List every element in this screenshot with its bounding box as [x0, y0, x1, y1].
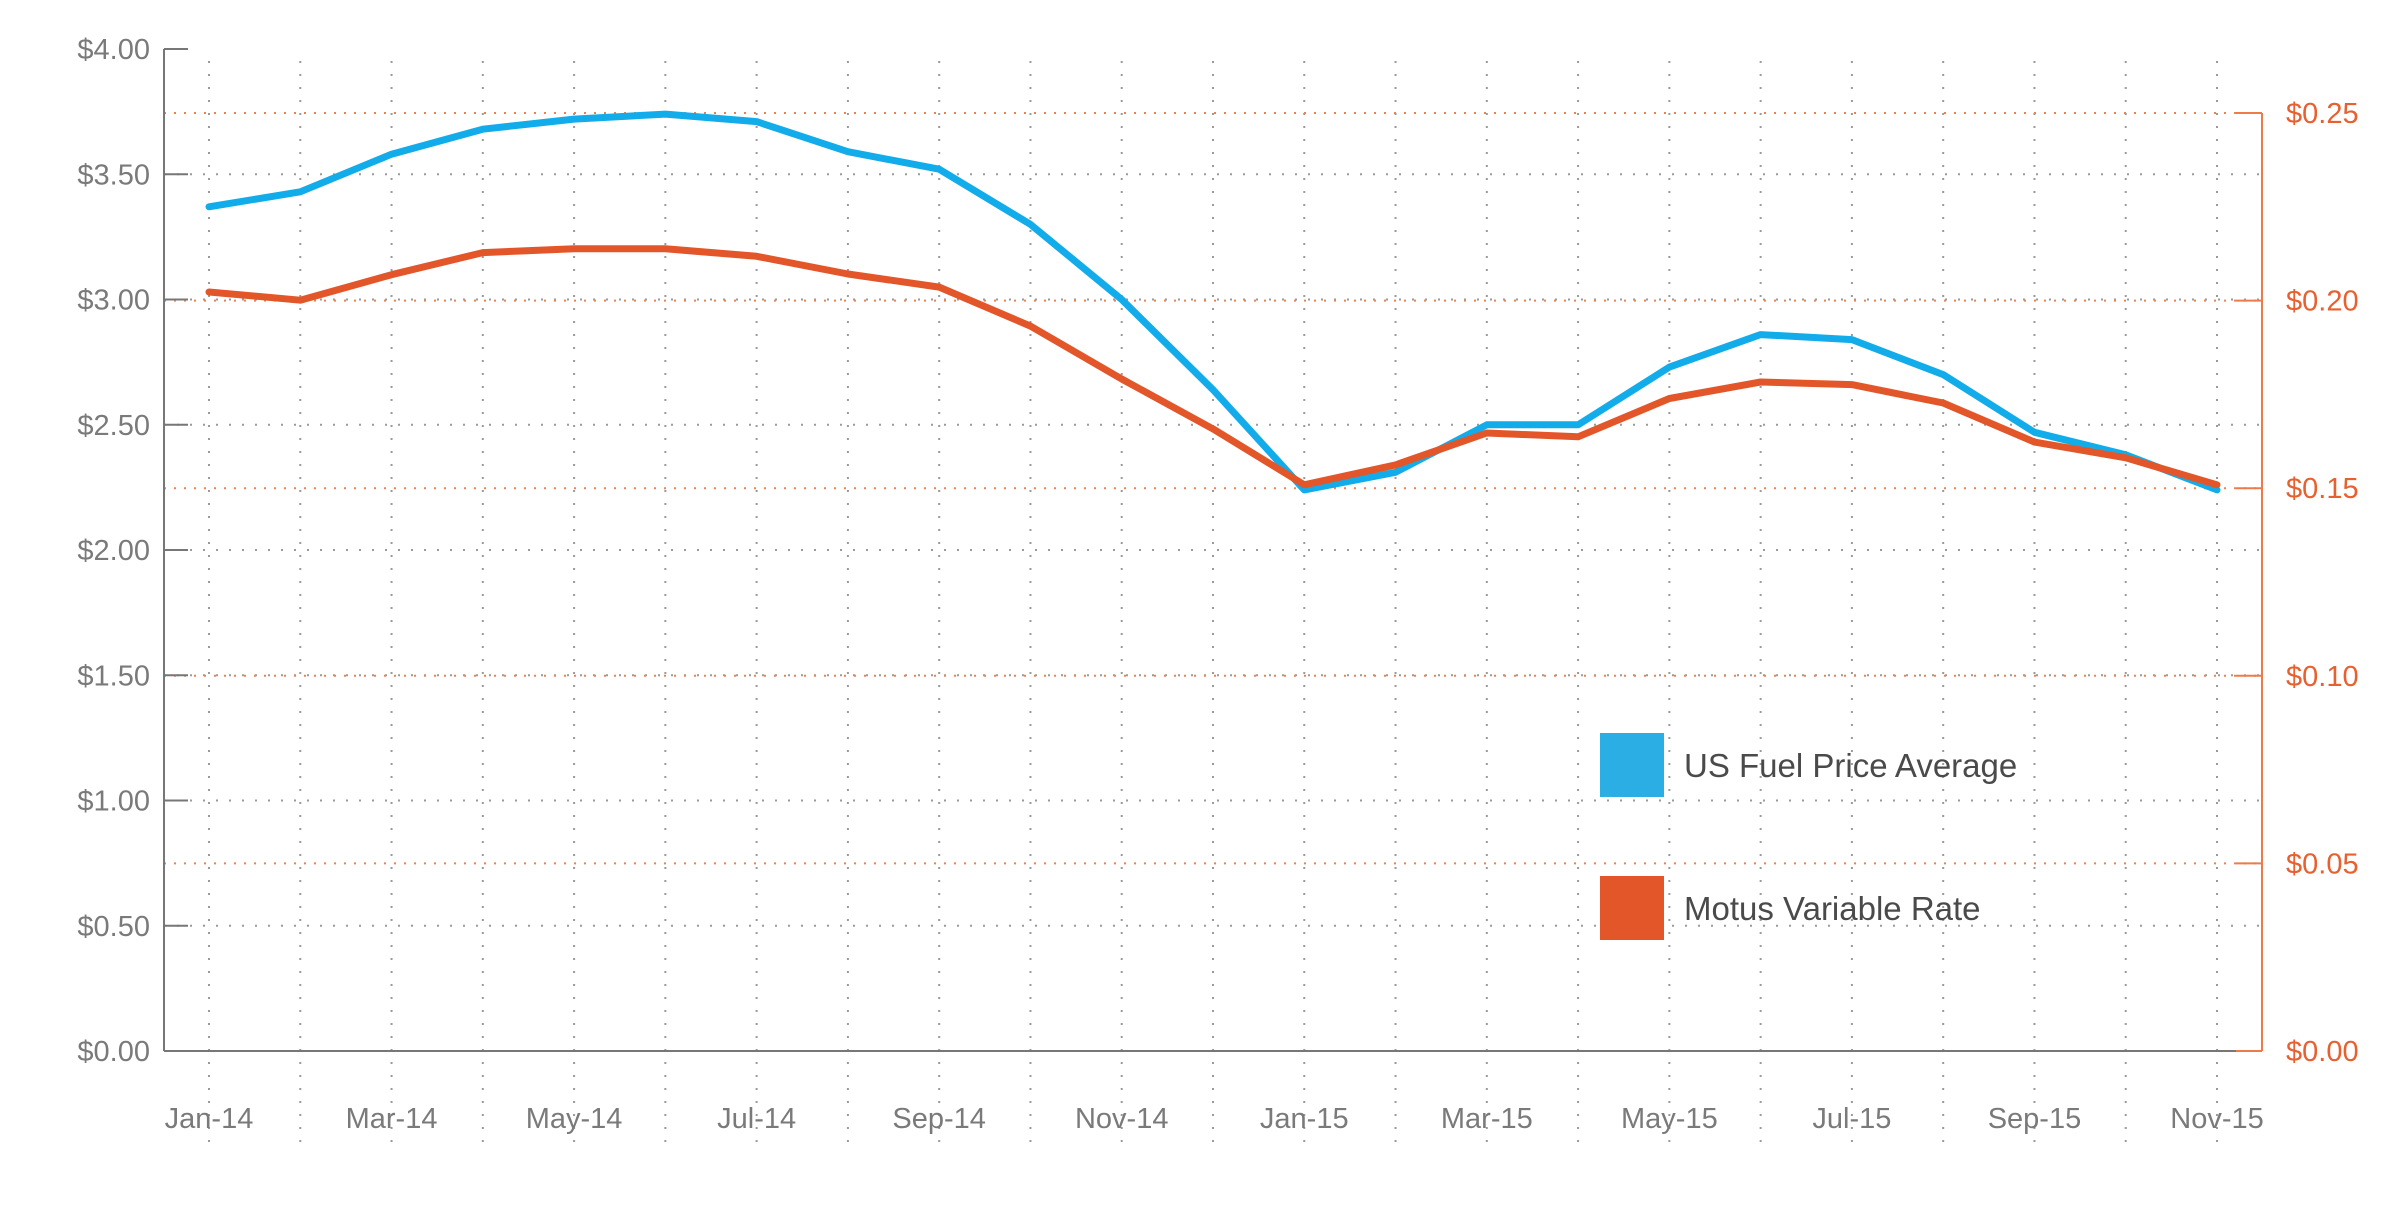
- legend: US Fuel Price Average Motus Variable Rate: [1600, 733, 2017, 940]
- legend-label-fuel: US Fuel Price Average: [1684, 747, 2017, 784]
- series-lines: [205, 110, 2221, 494]
- right-axis-tick-label: $0.10: [2286, 661, 2359, 693]
- x-axis-tick-label: Nov-14: [1075, 1103, 1169, 1135]
- left-axis-tick-label: $0.50: [77, 911, 150, 943]
- x-axis-tick-label: Mar-14: [346, 1103, 438, 1135]
- right-axis-tick-label: $0.25: [2286, 98, 2359, 130]
- gridlines: [164, 61, 2262, 1142]
- x-axis-tick-label: Jan-15: [1260, 1103, 1349, 1135]
- fuel-price-line: [205, 110, 2221, 494]
- left-axis-tick-label: $3.50: [77, 159, 150, 191]
- right-axis-tick-label: $0.15: [2286, 473, 2359, 505]
- x-axis-tick-label: Jul-14: [717, 1103, 796, 1135]
- left-axis-tick-label: $4.00: [77, 34, 150, 66]
- left-axis-tick-label: $0.00: [77, 1036, 150, 1068]
- x-axis-tick-label: Mar-15: [1441, 1103, 1533, 1135]
- x-axis-tick-label: May-14: [526, 1103, 623, 1135]
- left-axis-tick-label: $2.50: [77, 410, 150, 442]
- motus-rate-line: [205, 245, 2221, 489]
- x-axis-tick-label: Jan-14: [165, 1103, 254, 1135]
- x-axis-tick-label: Sep-14: [892, 1103, 986, 1135]
- legend-label-motus: Motus Variable Rate: [1684, 890, 1981, 927]
- left-axis-tick-label: $1.50: [77, 660, 150, 692]
- x-axis-tick-label: Sep-15: [1988, 1103, 2082, 1135]
- right-axis-tick-label: $0.00: [2286, 1036, 2359, 1068]
- x-axis-tick-label: May-15: [1621, 1103, 1718, 1135]
- x-axis-tick-label: Nov-15: [2170, 1103, 2264, 1135]
- right-axis-tick-label: $0.05: [2286, 848, 2359, 880]
- legend-swatch-fuel: [1600, 733, 1664, 797]
- right-axis-tick-label: $0.20: [2286, 286, 2359, 318]
- left-axis-tick-label: $3.00: [77, 285, 150, 317]
- left-axis-tick-label: $2.00: [77, 535, 150, 567]
- x-axis-tick-label: Jul-15: [1812, 1103, 1891, 1135]
- legend-swatch-motus: [1600, 876, 1664, 940]
- left-axis-tick-label: $1.00: [77, 786, 150, 818]
- axes: $0.00 $0.50 $1.00 $1.50 $2.00 $2.50 $3.00 $3.50…: [77, 34, 2358, 1135]
